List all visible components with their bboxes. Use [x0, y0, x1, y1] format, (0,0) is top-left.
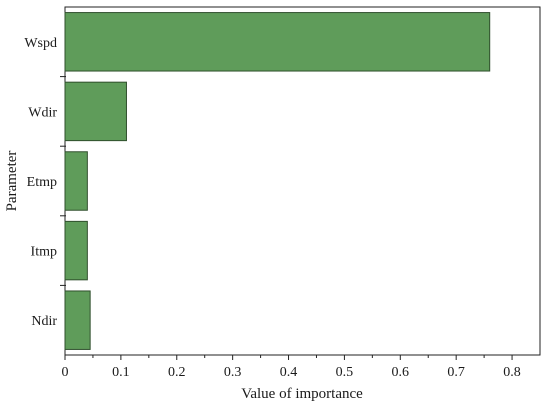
x-tick-label: 0: [62, 365, 69, 380]
y-tick-label-wdir: Wdir: [28, 105, 57, 120]
x-tick-label: 0.8: [503, 365, 521, 380]
x-tick-label: 0.5: [336, 365, 354, 380]
y-tick-label-itmp: Itmp: [31, 245, 57, 260]
bar-itmp: [64, 220, 88, 281]
x-tick-label: 0.6: [392, 365, 410, 380]
y-tick-label-ndir: Ndir: [31, 314, 57, 329]
bar-etmp: [64, 151, 88, 211]
bar-wspd: [64, 12, 491, 72]
x-tick-label: 0.7: [447, 365, 465, 380]
y-tick-label-wspd: Wspd: [24, 36, 57, 51]
x-tick-label: 0.2: [168, 365, 186, 380]
x-tick-label: 0.1: [112, 365, 130, 380]
x-tick-label: 0.3: [224, 365, 242, 380]
x-tick-label: 0.4: [280, 365, 298, 380]
bar-ndir: [64, 290, 91, 350]
labels-group: Wspd Wdir Etmp Itmp Ndir 0 0.1 0.2 0.3 0.4 0.5 0.6 0…: [24, 36, 520, 380]
bar-wdir: [64, 81, 127, 142]
y-tick-label-etmp: Etmp: [27, 175, 57, 190]
y-axis-label: Parameter: [4, 151, 20, 212]
ticks-group: [60, 76, 513, 360]
x-axis-label: Value of importance: [241, 386, 363, 402]
bars-group: [64, 12, 491, 350]
